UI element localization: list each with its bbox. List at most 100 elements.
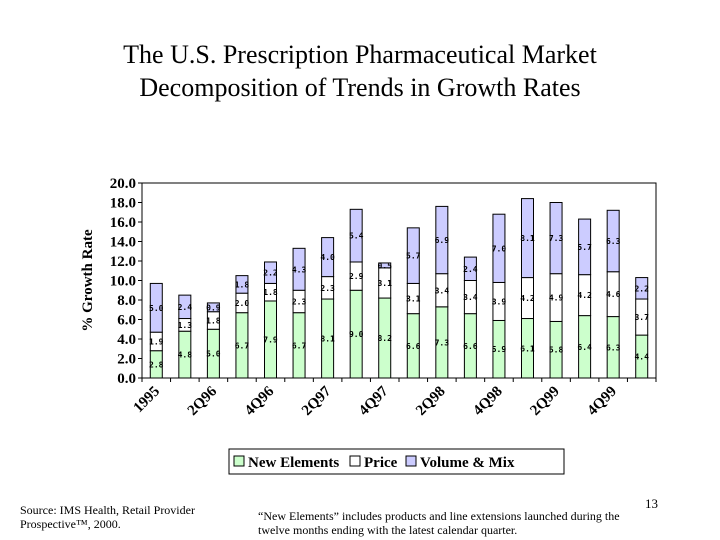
legend-label: Price xyxy=(364,455,398,471)
bar-segment xyxy=(206,302,220,313)
y-tick-label: 16.0 xyxy=(110,215,136,231)
x-tick-label: 2Q97 xyxy=(299,383,335,419)
data-label: 7.0 xyxy=(492,244,507,253)
data-label: 7.3 xyxy=(435,338,450,347)
bar-segment xyxy=(492,213,506,283)
title-line-1: The U.S. Prescription Pharmaceutical Mar… xyxy=(123,40,597,69)
data-label: 6.3 xyxy=(606,237,621,246)
y-tick-label: 20.0 xyxy=(110,176,136,192)
y-tick-label: 8.0 xyxy=(117,293,136,309)
data-label: 5.0 xyxy=(206,350,221,359)
bar-segment xyxy=(406,227,420,284)
data-label: 5.8 xyxy=(549,346,564,355)
data-label: 4.3 xyxy=(292,265,307,274)
data-label: 4.9 xyxy=(549,294,564,303)
data-label: 5.7 xyxy=(406,252,421,261)
data-label: 4.8 xyxy=(178,351,193,360)
bar-segment xyxy=(321,237,335,278)
y-tick-label: 2.0 xyxy=(117,352,136,368)
y-tick-label: 10.0 xyxy=(110,274,136,290)
legend-label: New Elements xyxy=(248,455,339,471)
bar-segment xyxy=(435,205,449,275)
data-label: 6.7 xyxy=(235,341,250,350)
bar-segment xyxy=(349,208,363,263)
x-tick-label: 4Q98 xyxy=(470,384,505,419)
plot-area xyxy=(141,182,657,379)
y-tick-label: 0.0 xyxy=(117,371,136,387)
source-note: Source: IMS Health, Retail Provider Pros… xyxy=(20,503,195,531)
data-label: 3.7 xyxy=(634,313,649,322)
data-label: 9.0 xyxy=(349,330,364,339)
data-label: 4.2 xyxy=(520,294,535,303)
data-label: 5.4 xyxy=(349,232,364,241)
data-label: 7.9 xyxy=(263,335,278,344)
legend xyxy=(228,448,565,475)
x-tick-label: 2Q96 xyxy=(185,383,221,419)
data-label: 8.2 xyxy=(377,334,392,343)
x-tick-label: 1995 xyxy=(131,384,164,417)
x-tick-label: 4Q97 xyxy=(356,383,392,419)
data-label: 6.6 xyxy=(463,342,478,351)
data-label: 3.4 xyxy=(435,286,450,295)
data-label: 2.8 xyxy=(149,360,164,369)
x-tick-label: 4Q96 xyxy=(242,383,278,419)
data-label: 2.3 xyxy=(292,297,307,306)
bar-segment xyxy=(521,198,534,279)
y-tick-label: 4.0 xyxy=(117,332,136,348)
data-label: 8.1 xyxy=(520,234,535,243)
data-label: 6.6 xyxy=(406,342,421,351)
bar-segment xyxy=(578,218,592,276)
legend-label: Volume & Mix xyxy=(420,455,515,471)
data-label: 2.3 xyxy=(320,284,335,293)
data-label: 1.8 xyxy=(235,280,250,289)
data-label: 5.0 xyxy=(149,304,164,313)
data-label: 6.1 xyxy=(520,344,535,353)
bar-segment xyxy=(292,247,306,291)
data-label: 6.7 xyxy=(292,341,307,350)
data-label: 2.0 xyxy=(235,299,250,308)
data-label: 3.1 xyxy=(377,279,392,288)
bar-segment xyxy=(235,275,249,294)
data-label: 4.6 xyxy=(606,290,621,299)
data-label: 2.2 xyxy=(634,284,649,293)
data-label: 1.3 xyxy=(178,321,193,330)
page-number: 13 xyxy=(645,496,658,511)
data-label: 2.9 xyxy=(349,272,364,281)
data-label: 5.7 xyxy=(577,243,592,252)
bar-segment xyxy=(149,282,163,333)
bar-segment xyxy=(463,256,477,282)
data-label: 4.4 xyxy=(634,353,649,362)
y-tick-label: 6.0 xyxy=(117,313,136,329)
x-tick-label: 2Q98 xyxy=(413,384,448,419)
data-label: 4.0 xyxy=(320,253,335,262)
data-label: 8.1 xyxy=(320,335,335,344)
x-tick-label: 4Q99 xyxy=(585,384,620,419)
data-label: 5.9 xyxy=(492,345,507,354)
data-label: 0.9 xyxy=(206,303,221,312)
data-label: 1.8 xyxy=(263,288,278,297)
y-tick-label: 14.0 xyxy=(110,235,136,251)
data-label: 3.4 xyxy=(463,293,478,302)
data-label: 7.3 xyxy=(549,234,564,243)
data-label: 3.9 xyxy=(492,297,507,306)
footnote: “New Elements” includes products and lin… xyxy=(258,509,620,537)
legend-swatch xyxy=(349,455,361,467)
data-label: 2.4 xyxy=(463,265,478,274)
data-label: 6.3 xyxy=(606,343,621,352)
data-label: 3.1 xyxy=(406,295,421,304)
legend-swatch xyxy=(233,455,245,467)
data-label: 4.2 xyxy=(577,291,592,300)
bar-segment xyxy=(635,277,649,300)
data-label: 0.5 xyxy=(377,261,392,270)
y-tick-label: 18.0 xyxy=(110,196,136,212)
bar-segment xyxy=(178,294,192,320)
bar-segment xyxy=(606,209,620,273)
data-label: 6.4 xyxy=(577,343,592,352)
y-tick-label: 12.0 xyxy=(110,254,136,270)
data-label: 2.4 xyxy=(178,303,193,312)
bar-segment xyxy=(549,202,563,275)
title-line-2: Decomposition of Trends in Growth Rates xyxy=(139,73,581,102)
data-label: 2.2 xyxy=(263,269,278,278)
